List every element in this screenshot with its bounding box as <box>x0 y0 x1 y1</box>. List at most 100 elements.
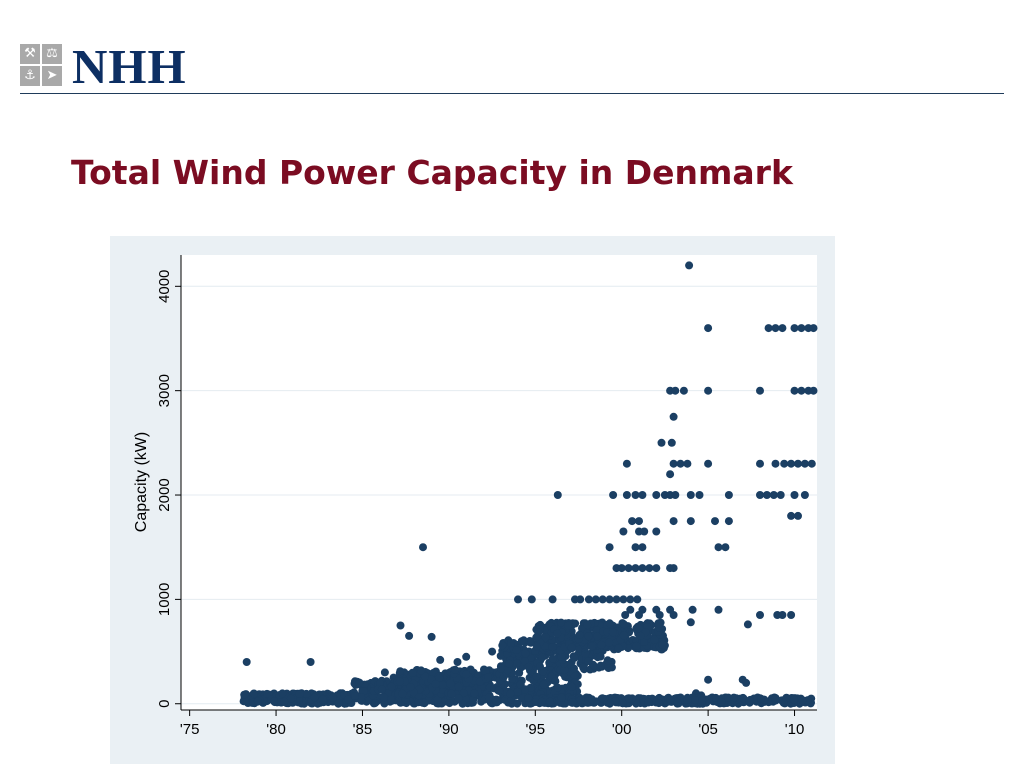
x-tick-label: '95 <box>526 721 546 738</box>
data-point <box>724 491 733 499</box>
data-point <box>513 659 521 668</box>
data-point <box>683 695 692 704</box>
data-point <box>453 658 462 666</box>
data-point <box>306 658 315 666</box>
data-point <box>557 693 566 702</box>
data-point <box>584 657 593 666</box>
data-point <box>568 698 577 707</box>
data-point <box>270 697 279 706</box>
data-point <box>427 632 436 641</box>
data-point <box>249 689 258 698</box>
data-point <box>809 324 818 333</box>
data-point <box>488 647 497 656</box>
data-point <box>598 595 607 604</box>
data-point <box>587 695 596 704</box>
x-tick-label: '90 <box>439 721 459 738</box>
data-point <box>657 438 666 447</box>
data-point <box>459 689 468 698</box>
data-point <box>634 624 643 633</box>
data-point <box>666 696 675 705</box>
data-point <box>579 663 588 672</box>
data-point <box>334 699 343 708</box>
scales-icon: ⚖ <box>42 44 62 64</box>
data-point <box>521 685 529 694</box>
data-point <box>431 680 440 688</box>
data-point <box>421 698 429 707</box>
data-point <box>789 695 798 704</box>
data-point <box>302 689 311 698</box>
data-point <box>433 695 442 704</box>
data-point <box>398 689 407 698</box>
data-point <box>357 693 366 702</box>
data-point <box>538 653 547 662</box>
data-point <box>446 679 455 688</box>
data-point <box>420 672 429 681</box>
data-point <box>618 699 627 708</box>
data-point <box>622 459 631 468</box>
data-point <box>406 683 415 692</box>
data-point <box>605 619 614 628</box>
data-point <box>387 682 396 691</box>
y-axis-ticks: 0 1000 2000 3000 4000 <box>156 270 181 708</box>
data-point <box>506 689 515 698</box>
data-point <box>807 459 816 468</box>
data-point <box>704 675 713 684</box>
data-point <box>612 595 621 604</box>
data-point <box>496 651 505 660</box>
data-point <box>644 698 653 707</box>
data-point <box>498 641 507 650</box>
data-point <box>376 679 384 688</box>
data-point <box>635 517 643 526</box>
y-tick-label: 3000 <box>156 374 173 407</box>
x-tick-label: '00 <box>612 721 632 738</box>
data-point <box>671 491 680 499</box>
data-point <box>605 638 614 647</box>
data-point <box>686 517 695 526</box>
data-point <box>576 696 585 704</box>
data-point <box>632 641 641 650</box>
data-point <box>521 649 530 658</box>
data-point <box>536 662 544 671</box>
data-point <box>380 668 389 677</box>
data-point <box>794 511 802 520</box>
data-point <box>587 642 596 651</box>
data-point <box>458 699 467 708</box>
data-point <box>318 695 327 704</box>
data-point <box>756 611 764 619</box>
data-point <box>666 470 675 479</box>
data-point <box>673 698 682 707</box>
data-point <box>711 693 720 702</box>
y-tick-label: 4000 <box>156 270 173 303</box>
data-point <box>576 595 585 604</box>
data-point <box>584 595 593 604</box>
data-point <box>596 652 605 661</box>
data-point <box>638 543 647 552</box>
data-point <box>553 683 562 692</box>
data-point <box>548 643 557 652</box>
slide-header: ⚒ ⚖ ⚓ ➤ NHH <box>20 39 1004 96</box>
data-point <box>621 611 630 619</box>
data-point <box>513 687 522 696</box>
data-point <box>532 633 541 642</box>
data-point <box>396 621 405 630</box>
data-point <box>704 459 713 468</box>
x-tick-label: '85 <box>353 721 373 738</box>
data-point <box>756 459 764 468</box>
data-point <box>475 677 484 686</box>
data-point <box>717 697 726 706</box>
data-point <box>507 639 515 648</box>
data-point <box>714 543 723 552</box>
data-point <box>396 667 405 676</box>
data-point <box>408 668 417 677</box>
data-point <box>344 695 353 704</box>
data-point <box>631 491 640 499</box>
data-point <box>769 491 778 499</box>
data-point <box>679 386 688 395</box>
axes <box>180 255 817 711</box>
data-point <box>241 697 249 706</box>
data-point <box>609 491 618 499</box>
data-point <box>517 637 526 646</box>
data-point <box>524 662 533 671</box>
data-point <box>654 699 663 708</box>
data-point <box>652 491 661 499</box>
